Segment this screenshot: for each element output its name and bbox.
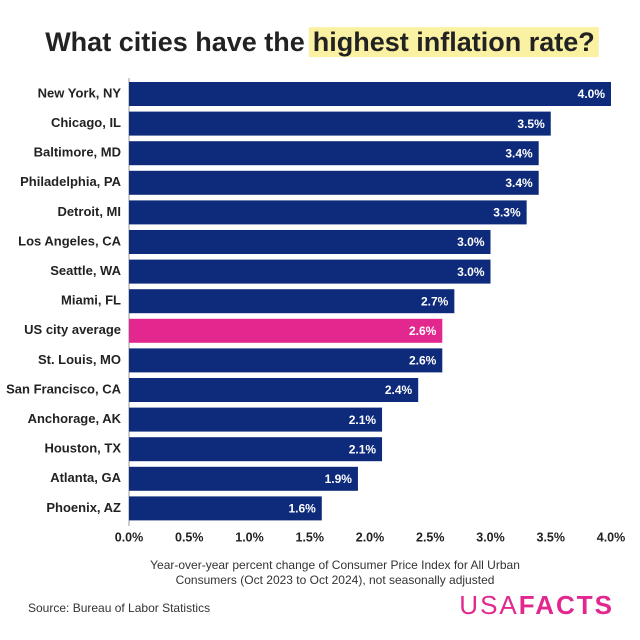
logo: USAFACTS — [459, 590, 614, 620]
x-tick-label: 3.0% — [476, 530, 505, 544]
y-tick-label: Los Angeles, CA — [18, 233, 121, 248]
value-label: 3.4% — [505, 146, 533, 160]
title-highlight: highest inflation rate? — [313, 27, 595, 57]
bar — [129, 200, 527, 225]
y-tick-label: Seattle, WA — [50, 263, 121, 278]
bar — [129, 82, 611, 106]
x-tick-label: 1.5% — [296, 530, 325, 544]
y-tick-label: Atlanta, GA — [50, 470, 121, 485]
y-tick-label: St. Louis, MO — [38, 352, 121, 367]
x-axis-label: Consumers (Oct 2023 to Oct 2024), not se… — [176, 573, 495, 587]
value-label: 2.1% — [349, 413, 377, 427]
source: Source: Bureau of Labor Statistics — [28, 601, 210, 615]
x-tick-label: 0.0% — [115, 530, 144, 544]
value-label: 3.3% — [493, 206, 521, 220]
y-tick-label: New York, NY — [38, 85, 122, 100]
y-tick-label: Phoenix, AZ — [46, 500, 121, 515]
bar — [129, 407, 383, 432]
x-axis-label: Year-over-year percent change of Consume… — [150, 558, 520, 572]
bar — [129, 318, 443, 343]
bar — [129, 466, 358, 491]
value-label: 3.0% — [457, 235, 485, 249]
chart-title: What cities have the highest inflation ra… — [45, 27, 595, 57]
bar — [129, 289, 455, 314]
x-tick-label: 4.0% — [597, 530, 626, 544]
x-tick-label: 0.5% — [175, 530, 204, 544]
title-highlight-box — [308, 27, 599, 58]
y-tick-label: US city average — [24, 322, 121, 337]
value-label: 2.4% — [385, 383, 413, 397]
value-label: 2.6% — [409, 354, 437, 368]
title-text: What cities have the — [45, 27, 305, 57]
bar — [129, 259, 491, 284]
bar — [129, 170, 539, 195]
value-label: 3.5% — [517, 117, 545, 131]
x-tick-label: 3.5% — [537, 530, 566, 544]
bar — [129, 141, 539, 166]
y-tick-label: Baltimore, MD — [34, 145, 121, 160]
bar — [129, 230, 491, 254]
x-tick-label: 2.5% — [416, 530, 445, 544]
value-label: 1.6% — [288, 502, 316, 516]
y-tick-label: Anchorage, AK — [28, 411, 122, 426]
value-label: 3.4% — [505, 176, 533, 190]
y-tick-label: Chicago, IL — [51, 115, 121, 130]
y-tick-label: San Francisco, CA — [6, 381, 121, 396]
x-tick-label: 1.0% — [235, 530, 264, 544]
y-tick-label: Houston, TX — [44, 441, 121, 456]
value-label: 2.7% — [421, 294, 449, 308]
value-label: 2.1% — [349, 442, 377, 456]
logo-facts: FACTS — [519, 590, 614, 620]
value-label: 3.0% — [457, 265, 485, 279]
bar — [129, 496, 322, 521]
bar — [129, 378, 419, 402]
bar — [129, 348, 443, 373]
value-label: 2.6% — [409, 324, 437, 338]
logo-usa: USA — [459, 590, 518, 620]
y-tick-label: Detroit, MI — [57, 204, 121, 219]
x-tick-label: 2.0% — [356, 530, 385, 544]
y-tick-label: Miami, FL — [61, 293, 121, 308]
bar — [129, 437, 383, 462]
bar — [129, 111, 551, 136]
value-label: 1.9% — [325, 472, 353, 486]
y-tick-label: Philadelphia, PA — [20, 174, 122, 189]
value-label: 4.0% — [578, 87, 606, 101]
